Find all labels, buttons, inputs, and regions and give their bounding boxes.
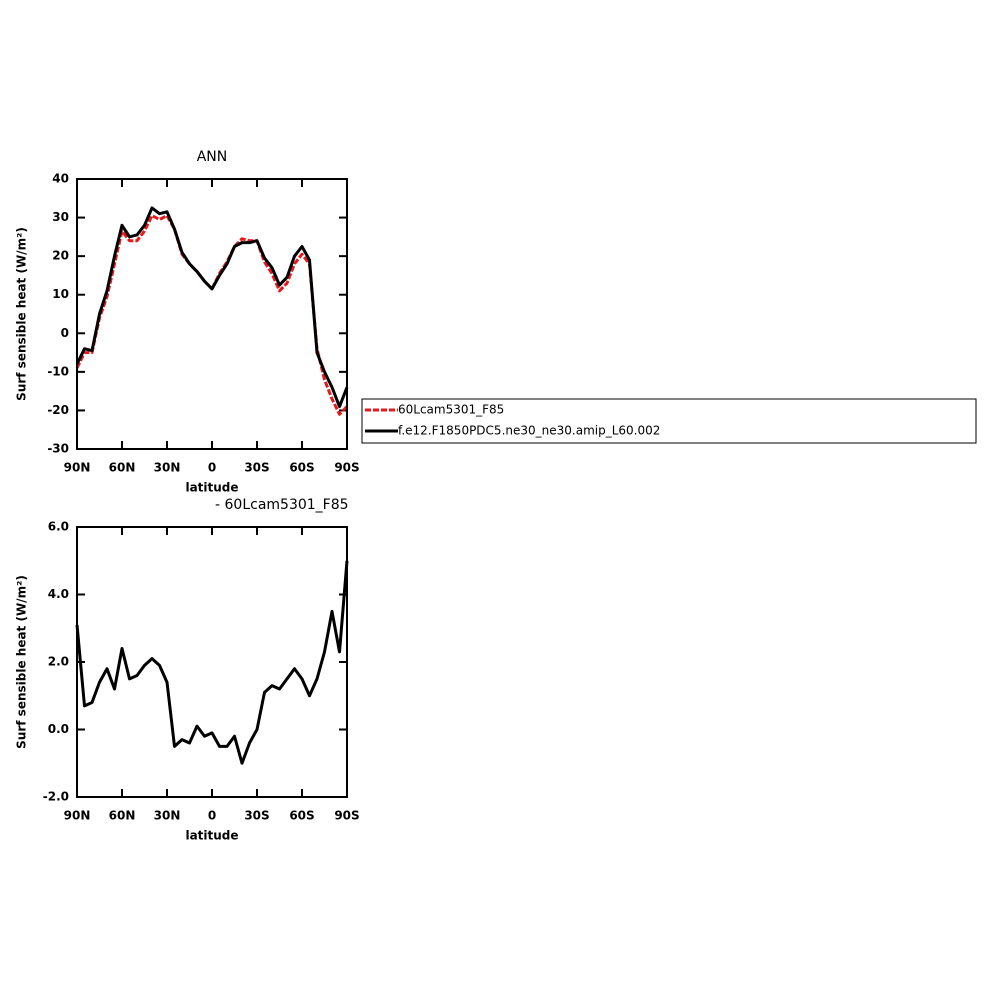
y-tick-label: 0 xyxy=(61,326,69,340)
y-tick-label: 20 xyxy=(52,249,69,263)
legend-label: 60Lcam5301_F85 xyxy=(398,403,504,417)
x-tick-label: 90S xyxy=(334,461,359,475)
y-tick-label: -10 xyxy=(47,364,69,378)
chart-title: ANN xyxy=(197,149,228,165)
y-tick-label: -30 xyxy=(47,442,69,456)
x-tick-label: 60S xyxy=(289,809,314,823)
y-tick-label: 40 xyxy=(52,172,69,186)
x-tick-label: 0 xyxy=(208,461,216,475)
x-tick-label: 30S xyxy=(244,809,269,823)
x-axis-label: latitude xyxy=(185,829,238,843)
x-tick-label: 60N xyxy=(109,809,136,823)
legend-label: f.e12.F1850PDC5.ne30_ne30.amip_L60.002 xyxy=(398,424,660,438)
x-tick-label: 60N xyxy=(109,461,136,475)
y-tick-label: 30 xyxy=(52,210,69,224)
y-tick-label: -2.0 xyxy=(43,790,69,804)
y-tick-label: -20 xyxy=(47,403,69,417)
y-tick-label: 0.0 xyxy=(48,722,69,736)
y-tick-label: 10 xyxy=(52,287,69,301)
legend-box xyxy=(361,398,977,444)
y-axis-label: Surf sensible heat (W/m²) xyxy=(15,575,29,749)
x-tick-label: 60S xyxy=(289,461,314,475)
plot-frame xyxy=(76,526,348,798)
y-tick-label: 2.0 xyxy=(48,655,69,669)
x-tick-label: 90S xyxy=(334,809,359,823)
x-axis-label: latitude xyxy=(185,481,238,495)
x-tick-label: 90N xyxy=(64,461,91,475)
x-tick-label: 30N xyxy=(154,461,181,475)
y-axis-label: Surf sensible heat (W/m²) xyxy=(15,227,29,401)
x-tick-label: 90N xyxy=(64,809,91,823)
x-tick-label: 0 xyxy=(208,809,216,823)
data-line xyxy=(75,206,349,409)
x-tick-label: 30S xyxy=(244,461,269,475)
x-tick-label: 30N xyxy=(154,809,181,823)
y-tick-label: 4.0 xyxy=(48,587,69,601)
chart-title: - 60Lcam5301_F85 xyxy=(215,497,349,513)
data-line xyxy=(75,560,349,765)
y-tick-label: 6.0 xyxy=(48,520,69,534)
plot-frame xyxy=(76,178,348,450)
